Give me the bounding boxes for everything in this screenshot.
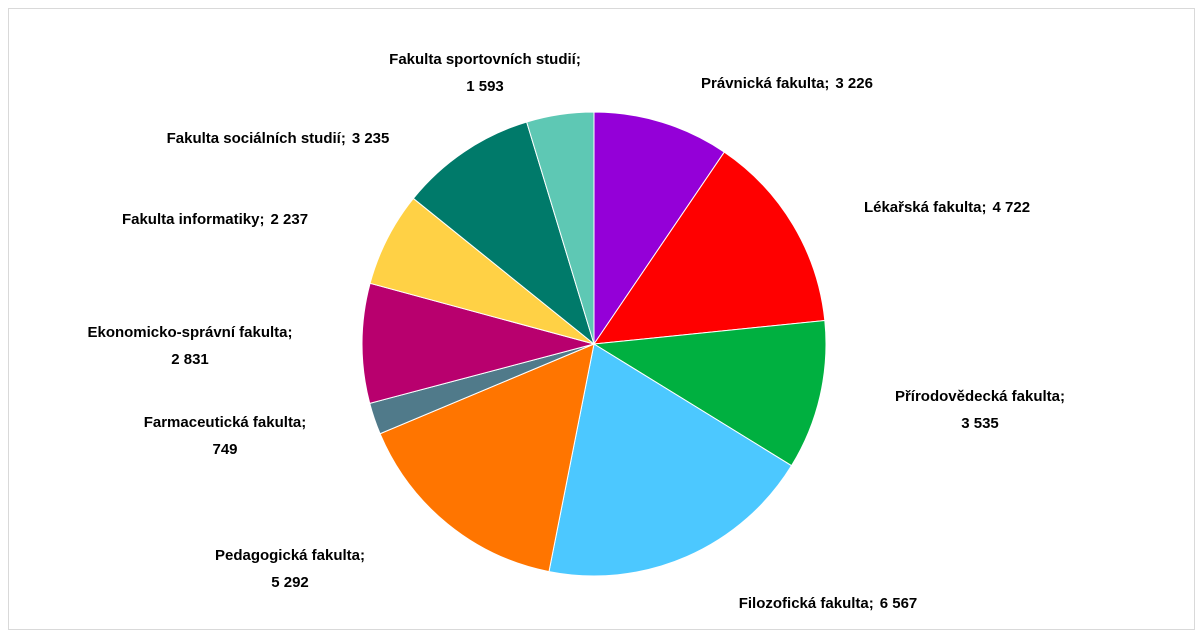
label-category: Ekonomicko-správní fakulta	[87, 324, 288, 341]
pie-slice	[593, 111, 725, 346]
label-separator: ;	[360, 547, 365, 564]
label-value: 2 831	[171, 351, 209, 368]
pie-slice	[592, 151, 826, 345]
data-label: Pedagogická fakulta; 5 292	[215, 547, 365, 591]
label-value: 4 722	[993, 199, 1031, 216]
data-label: Ekonomicko-správní fakulta; 2 831	[87, 324, 292, 368]
data-label: Fakulta informatiky; 2 237	[122, 211, 308, 228]
data-label: Fakulta sociálních studií; 3 235	[167, 130, 390, 147]
data-label: Lékařská fakulta; 4 722	[864, 199, 1030, 216]
pie-slice	[412, 121, 595, 346]
label-category: Právnická fakulta	[701, 75, 825, 92]
data-label: Fakulta sportovních studií; 1 593	[389, 51, 581, 95]
label-value: 1 593	[466, 78, 504, 95]
label-separator: ;	[288, 324, 293, 341]
data-label: Farmaceutická fakulta; 749	[144, 414, 307, 458]
label-separator: ;	[576, 51, 581, 68]
pie-slice	[548, 343, 793, 577]
data-label: Právnická fakulta; 3 226	[701, 75, 873, 92]
data-label: Filozofická fakulta; 6 567	[739, 595, 918, 612]
label-category: Farmaceutická fakulta	[144, 414, 302, 431]
label-value: 5 292	[271, 574, 309, 591]
label-value: 749	[212, 441, 237, 458]
label-category: Lékařská fakulta	[864, 199, 982, 216]
label-separator: ;	[301, 414, 306, 431]
label-value: 3 535	[961, 415, 999, 432]
label-value: 3 226	[835, 75, 873, 92]
label-category: Přírodovědecká fakulta	[895, 388, 1061, 405]
data-label: Přírodovědecká fakulta; 3 535	[895, 388, 1065, 432]
pie-slice	[526, 111, 595, 345]
label-separator: ;	[869, 595, 874, 612]
pie-slice	[592, 319, 827, 467]
label-value: 3 235	[352, 130, 390, 147]
label-category: Fakulta informatiky	[122, 211, 260, 228]
label-separator: ;	[1060, 388, 1065, 405]
label-separator: ;	[824, 75, 829, 92]
pie-slice	[379, 343, 595, 573]
label-value: 6 567	[880, 595, 918, 612]
pie-slice	[361, 282, 596, 404]
label-separator: ;	[982, 199, 987, 216]
label-category: Fakulta sociálních studií	[167, 130, 342, 147]
label-category: Filozofická fakulta	[739, 595, 870, 612]
label-category: Pedagogická fakulta	[215, 547, 361, 564]
label-value: 2 237	[271, 211, 309, 228]
label-category: Fakulta sportovních studií	[389, 51, 577, 68]
label-separator: ;	[260, 211, 265, 228]
label-separator: ;	[341, 130, 346, 147]
